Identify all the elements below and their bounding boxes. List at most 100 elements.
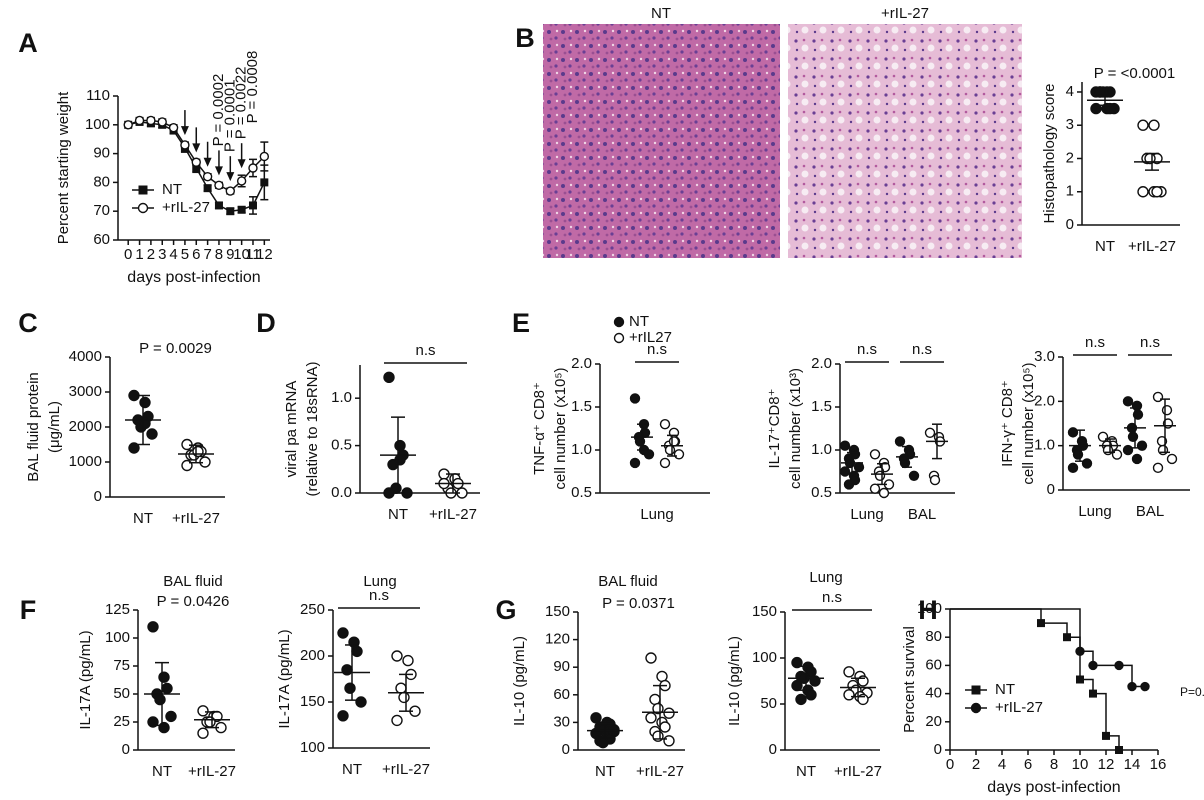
x-tick-label: 12	[1098, 756, 1115, 773]
marker	[147, 716, 159, 728]
x-tick-label: Lung	[850, 506, 883, 523]
marker	[970, 702, 982, 714]
p-value: P = <0.0001	[1094, 65, 1175, 82]
marker	[1115, 746, 1123, 754]
marker	[226, 207, 235, 216]
y-tick-label: 120	[545, 631, 570, 648]
marker	[668, 436, 680, 447]
marker	[899, 457, 911, 469]
y-tick-label: 1.0	[331, 389, 352, 406]
marker	[1076, 675, 1084, 684]
marker	[659, 457, 671, 469]
marker	[1090, 102, 1102, 115]
ns-label: n.s	[1140, 334, 1160, 351]
marker	[214, 201, 223, 210]
marker	[1089, 689, 1097, 698]
error-bar	[902, 445, 912, 468]
error-bar	[205, 711, 219, 729]
y-axis-label: (relative to 18sRNA)	[304, 361, 321, 496]
ns-label: n.s	[857, 341, 877, 358]
marker	[351, 645, 363, 658]
error-bar	[847, 451, 857, 474]
p-value: P = 0.0029	[139, 340, 212, 357]
marker	[204, 716, 216, 728]
marker	[805, 689, 817, 701]
marker	[123, 120, 133, 130]
marker	[1161, 405, 1173, 416]
marker	[869, 483, 881, 494]
error-bar	[1145, 152, 1159, 171]
arrow-head	[237, 159, 246, 169]
marker	[795, 693, 807, 706]
y-tick-label: 110	[86, 87, 110, 104]
y-axis-label: Histopathology score	[1041, 83, 1058, 223]
panel-letter: C	[18, 308, 38, 338]
panel-letter: G	[495, 595, 516, 625]
y-tick-label: 50	[113, 685, 130, 702]
arrow-head	[226, 172, 235, 182]
error-bar	[667, 434, 677, 457]
x-tick-label: Lung	[1078, 503, 1111, 520]
x-tick-label: 4	[998, 756, 1006, 773]
legend-label: NT	[995, 681, 1015, 698]
marker	[1111, 449, 1123, 460]
panel-title: BAL fluid	[163, 573, 222, 590]
marker	[154, 693, 166, 706]
y-tick-label: 30	[553, 713, 570, 730]
x-tick-label: 10	[233, 246, 250, 263]
error-bar	[155, 661, 169, 727]
marker	[673, 449, 685, 460]
x-tick-label: 16	[1150, 756, 1167, 773]
legend-label: +rIL-27	[995, 699, 1043, 716]
p-value: P = 0.0008	[244, 51, 261, 124]
x-axis-label: days post-infection	[987, 779, 1120, 796]
marker	[192, 164, 201, 172]
y-axis-label: Percent survival	[901, 626, 918, 733]
p-value: P=0.0154	[1180, 685, 1204, 699]
y-tick-label: 20	[925, 713, 942, 730]
marker	[138, 185, 148, 195]
marker	[613, 332, 625, 344]
marker	[192, 445, 204, 458]
x-tick-label: NT	[342, 761, 362, 778]
marker	[1102, 731, 1110, 740]
x-tick-label: 8	[1050, 756, 1058, 773]
x-tick-label: 8	[215, 246, 223, 263]
ns-label: n.s	[822, 589, 842, 606]
marker	[161, 682, 173, 695]
y-tick-label: 4	[1066, 83, 1074, 100]
marker	[656, 670, 668, 683]
y-tick-label: 0	[122, 741, 130, 758]
marker	[894, 436, 906, 447]
y-tick-label: 90	[93, 145, 110, 162]
marker	[344, 682, 356, 694]
y-tick-label: 150	[752, 603, 777, 620]
marker	[1136, 440, 1148, 451]
marker	[337, 627, 349, 639]
x-tick-label: BAL	[908, 506, 936, 523]
x-tick-label: 10	[1072, 756, 1089, 773]
y-tick-label: 1	[1066, 183, 1074, 200]
treatment-arrow	[226, 156, 235, 182]
y-tick-label: 1.0	[1034, 437, 1055, 454]
y-tick-label: 25	[113, 713, 130, 730]
x-tick-label: NT	[595, 763, 615, 780]
y-tick-label: 3000	[69, 383, 102, 400]
marker	[1137, 186, 1149, 198]
y-tick-label: 100	[85, 116, 110, 133]
x-tick-label: NT	[1095, 238, 1115, 255]
marker	[394, 439, 406, 452]
treatment-arrow	[214, 150, 223, 176]
marker	[1140, 681, 1150, 692]
marker	[1114, 660, 1124, 671]
y-tick-label: 90	[553, 658, 570, 675]
y-axis-label: BAL fluid protein	[25, 372, 42, 482]
x-tick-label: 2	[972, 756, 980, 773]
marker	[146, 428, 158, 440]
marker	[146, 115, 156, 126]
y-tick-label: 100	[300, 739, 325, 756]
marker	[337, 710, 349, 722]
treatment-arrow	[192, 127, 201, 153]
y-tick-label: 1.5	[571, 398, 592, 415]
marker	[1102, 444, 1114, 456]
